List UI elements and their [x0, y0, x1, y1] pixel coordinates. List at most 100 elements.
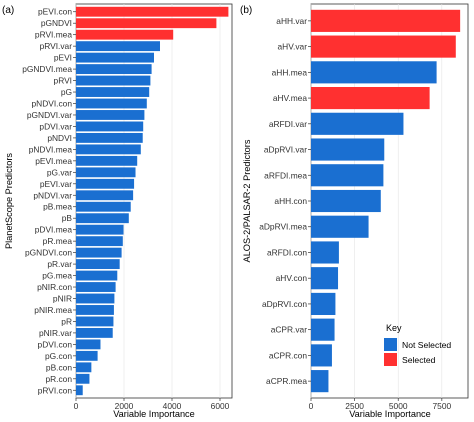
panel-b-x-axis-title: Variable Importance [349, 409, 431, 419]
panel-a-bar-pevi-mea [76, 155, 138, 166]
legend-label-selected: Selected [402, 355, 436, 365]
panel-a-bar-pndvi [76, 132, 143, 143]
panel-b-x-tick-label: 5000 [389, 401, 408, 411]
panel-b-x-tick-label: 2500 [345, 401, 364, 411]
panel-a-bar-pr-con [76, 373, 90, 384]
panel-a-category-label-pndvi-var: pNDVI.var [33, 190, 72, 200]
panel-a-category-labels: pEVI.conpGNDVIpRVI.meapRVI.varpEVIpGNDVI… [22, 7, 76, 395]
panel-a-category-label-pgndvi-con: pGNDVI.con [25, 248, 72, 258]
panel-a-bar-pgndvi-con [76, 247, 122, 258]
panel-a-category-label-prvi: pRVI [54, 76, 72, 86]
panel-b-x-tick-label: 0 [309, 401, 314, 411]
panel-a-bar-pnir-var [76, 327, 113, 338]
panel-a-bar-pnir-con [76, 282, 116, 292]
panel-b-category-label-acpr-con: aCPR.con [269, 350, 308, 360]
panel-b-category-label-ahv-mea: aHV.mea [273, 93, 307, 103]
panel-a-category-label-pg-var: pG.var [47, 167, 72, 177]
panel-b-bar-arfdi-mea [311, 164, 384, 187]
panel-a-category-label-pb: pB [62, 213, 73, 223]
panel-b-y-axis-title: ALOS-2/PALSAR-2 Predictors [242, 139, 252, 262]
panel-a-bar-pg [76, 87, 150, 97]
panel-b-bar-ahh-con [311, 189, 381, 213]
legend-swatch-not-selected [384, 338, 397, 351]
panel-b-category-label-adprvi-var: aDpRVI.var [264, 145, 307, 155]
panel-b-bar-ahh-var [311, 9, 461, 32]
panel-b-bar-arfdi-var [311, 112, 404, 135]
panel-b-category-label-ahh-con: aHH.con [274, 196, 307, 206]
panel-a-bars [76, 6, 229, 396]
panel-a-x-ticks: 0 2000 4000 6000 [74, 398, 230, 411]
panel-a-bar-pb [76, 213, 129, 224]
panel-a-x-axis-title: Variable Importance [113, 409, 195, 419]
panel-b-label: (b) [240, 5, 252, 16]
panel-b-category-label-ahh-mea: aHH.mea [272, 67, 308, 77]
panel-a-bar-pnir-mea [76, 305, 114, 315]
panel-a-bar-pevi [76, 52, 154, 63]
panel-a-category-label-pndvi-con: pNDVI.con [32, 99, 73, 109]
panel-b-category-label-arfdi-mea: aRFDI.mea [264, 170, 307, 180]
panel-a-bar-pdvi-mea [76, 224, 124, 235]
panel-b-category-label-adprvi-con: aDpRVI.con [262, 299, 307, 309]
panel-b-category-label-acpr-var: aCPR.var [271, 325, 308, 335]
panel-a-bar-prvi-var [76, 41, 160, 52]
panel-a-x-tick-label: 0 [74, 401, 79, 411]
panel-b-bars [311, 9, 461, 393]
panel-a-plot-area [75, 3, 233, 399]
panel-a-bar-pndvi-con [76, 98, 147, 109]
panel-b: aHH.var aHV.var aHH.mea aHV.mea aRFDI.var aDp… [240, 3, 469, 419]
panel-a: pEVI.conpGNDVIpRVI.meapRVI.varpEVIpGNDVI… [2, 3, 233, 419]
panel-b-x-tick-label: 7500 [433, 401, 452, 411]
panel-a-category-label-pgndvi-var: pGNDVI.var [27, 110, 72, 120]
panel-b-bar-ahv-con [311, 267, 339, 290]
panel-b-bar-acpr-var [311, 318, 335, 341]
panel-a-x-tick-label: 4000 [163, 401, 182, 411]
panel-a-bar-pdvi-con [76, 339, 101, 350]
panel-a-category-label-pevi-var: pEVI.var [40, 179, 72, 189]
panel-a-category-label-pnir-var: pNIR.var [39, 328, 72, 338]
panel-b-bar-ahh-mea [311, 61, 437, 84]
panel-a-x-tick-label: 2000 [115, 401, 134, 411]
panel-a-bar-pndvi-var [76, 190, 134, 201]
panel-a-category-label-prvi-mea: pRVI.mea [35, 30, 72, 40]
panel-a-bar-pdvi-var [76, 121, 144, 132]
panel-a-bar-pevi-con [76, 6, 229, 17]
panel-a-category-label-prvi-var: pRVI.var [40, 41, 73, 51]
panel-a-y-axis-title: PlanetScope Predictors [4, 153, 14, 249]
panel-b-category-label-acpr-mea: aCPR.mea [266, 376, 307, 386]
panel-b-category-label-arfdi-con: aRFDI.con [267, 247, 307, 257]
panel-a-bar-prvi [76, 75, 151, 86]
panel-a-category-label-pnir: pNIR [53, 294, 72, 304]
panel-a-category-label-pb-con: pB.con [46, 362, 72, 372]
panel-b-category-label-ahv-var: aHV.var [278, 42, 308, 52]
panel-a-category-label-pr-con: pR.con [45, 374, 72, 384]
panel-a-bar-pr-var [76, 259, 120, 270]
panel-b-category-label-ahv-con: aHV.con [276, 273, 308, 283]
panel-a-bar-pnir [76, 293, 115, 304]
panel-a-category-label-pg: pG [61, 87, 72, 97]
panel-a-category-label-pg-con: pG.con [45, 351, 72, 361]
panel-a-category-label-pr-var: pR.var [47, 259, 72, 269]
legend: Key Not Selected Selected [384, 323, 451, 366]
panel-a-bar-pg-con [76, 350, 98, 361]
panel-a-bar-pevi-var [76, 178, 135, 189]
panel-a-category-label-prvi-con: pRVI.con [38, 385, 73, 395]
panel-a-label: (a) [2, 5, 14, 16]
panel-a-category-label-pndvi: pNDVI [47, 133, 72, 143]
panel-a-bar-pr-mea [76, 236, 123, 247]
panel-a-bar-pgndvi-mea [76, 64, 152, 75]
panel-a-bar-pb-mea [76, 201, 131, 212]
panel-b-bar-acpr-con [311, 344, 332, 367]
panel-a-category-label-pr-mea: pR.mea [43, 236, 73, 246]
panel-a-category-label-pb-mea: pB.mea [43, 202, 72, 212]
panel-b-x-ticks: 0 2500 5000 7500 [309, 398, 452, 411]
panel-a-category-label-pndvi-mea: pNDVI.mea [29, 144, 73, 154]
panel-b-bar-ahv-var [311, 35, 456, 58]
panel-a-x-tick-label: 6000 [211, 401, 230, 411]
panel-b-category-labels: aHH.var aHV.var aHH.mea aHV.mea aRFDI.var aDp… [259, 16, 311, 386]
panel-a-bar-pndvi-mea [76, 144, 141, 155]
panel-a-bar-pgndvi [76, 18, 217, 29]
legend-title: Key [386, 323, 402, 333]
panel-a-bar-prvi-con [76, 385, 83, 396]
panel-b-bar-acpr-mea [311, 370, 329, 393]
